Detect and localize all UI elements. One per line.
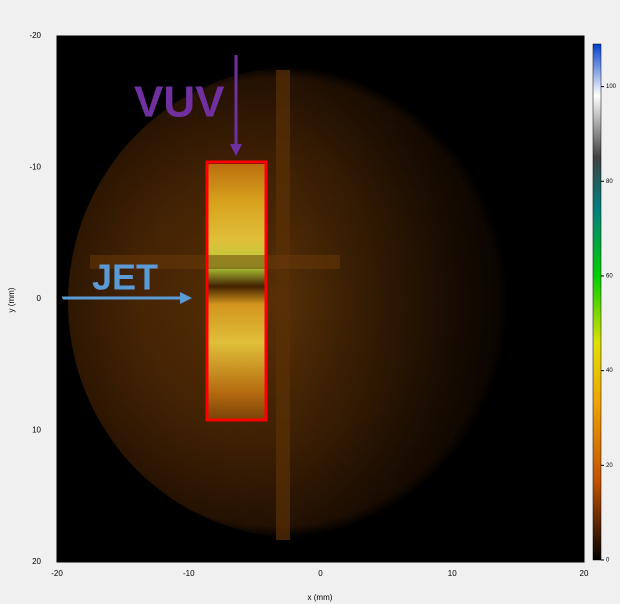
y-axis-label: y (mm) xyxy=(7,287,16,312)
x-tick-label: 10 xyxy=(448,569,457,578)
jet-arrowhead xyxy=(180,292,192,304)
y-tick-label: -10 xyxy=(29,163,41,172)
colorbar-tick-label: 100 xyxy=(606,84,617,90)
jet-label: JET xyxy=(92,257,158,298)
image-jet-band xyxy=(90,255,340,269)
x-tick-label: 20 xyxy=(580,569,589,578)
y-tick-label: 10 xyxy=(32,426,41,435)
colorbar-tick-label: 60 xyxy=(606,274,613,280)
x-tick-label: 0 xyxy=(318,569,323,578)
y-tick-label: 0 xyxy=(37,294,42,303)
y-tick-label: 20 xyxy=(32,557,41,566)
image-band xyxy=(208,164,265,419)
colorbar-tick-label: 0 xyxy=(606,558,610,564)
image-stripe xyxy=(276,70,290,540)
vuv-arrowhead xyxy=(230,144,242,156)
vuv-label: VUV xyxy=(134,78,225,127)
colorbar xyxy=(592,43,602,561)
colorbar-tick-label: 20 xyxy=(606,463,613,469)
colorbar-tick-label: 40 xyxy=(606,368,613,374)
x-tick-label: -20 xyxy=(51,569,63,578)
x-axis-label: x (mm) xyxy=(308,593,333,602)
highlight-box xyxy=(205,160,268,422)
colorbar-tick-label: 80 xyxy=(606,179,613,185)
x-tick-label: -10 xyxy=(183,569,195,578)
y-tick-label: -20 xyxy=(29,31,41,40)
